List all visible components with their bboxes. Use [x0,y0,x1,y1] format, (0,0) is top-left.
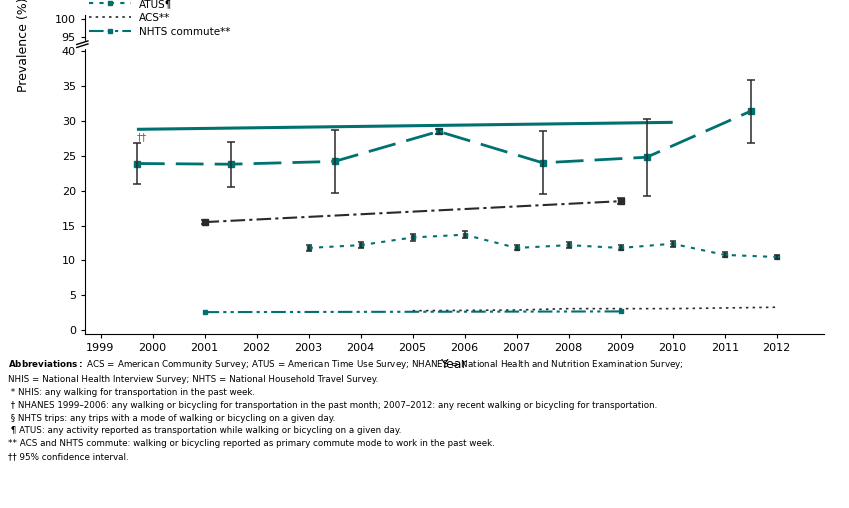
Text: ††: †† [137,133,147,142]
X-axis label: Year: Year [441,358,468,371]
Legend: NHIS*, NHANES†, NHTS trips§, ATUS¶, ACS**, NHTS commute**: NHIS*, NHANES†, NHTS trips§, ATUS¶, ACS*… [85,0,234,41]
Text: $\bf{Abbreviations:}$ ACS = American Community Survey; ATUS = American Time Use : $\bf{Abbreviations:}$ ACS = American Com… [8,358,684,461]
Y-axis label: Prevalence (%): Prevalence (%) [16,0,30,91]
